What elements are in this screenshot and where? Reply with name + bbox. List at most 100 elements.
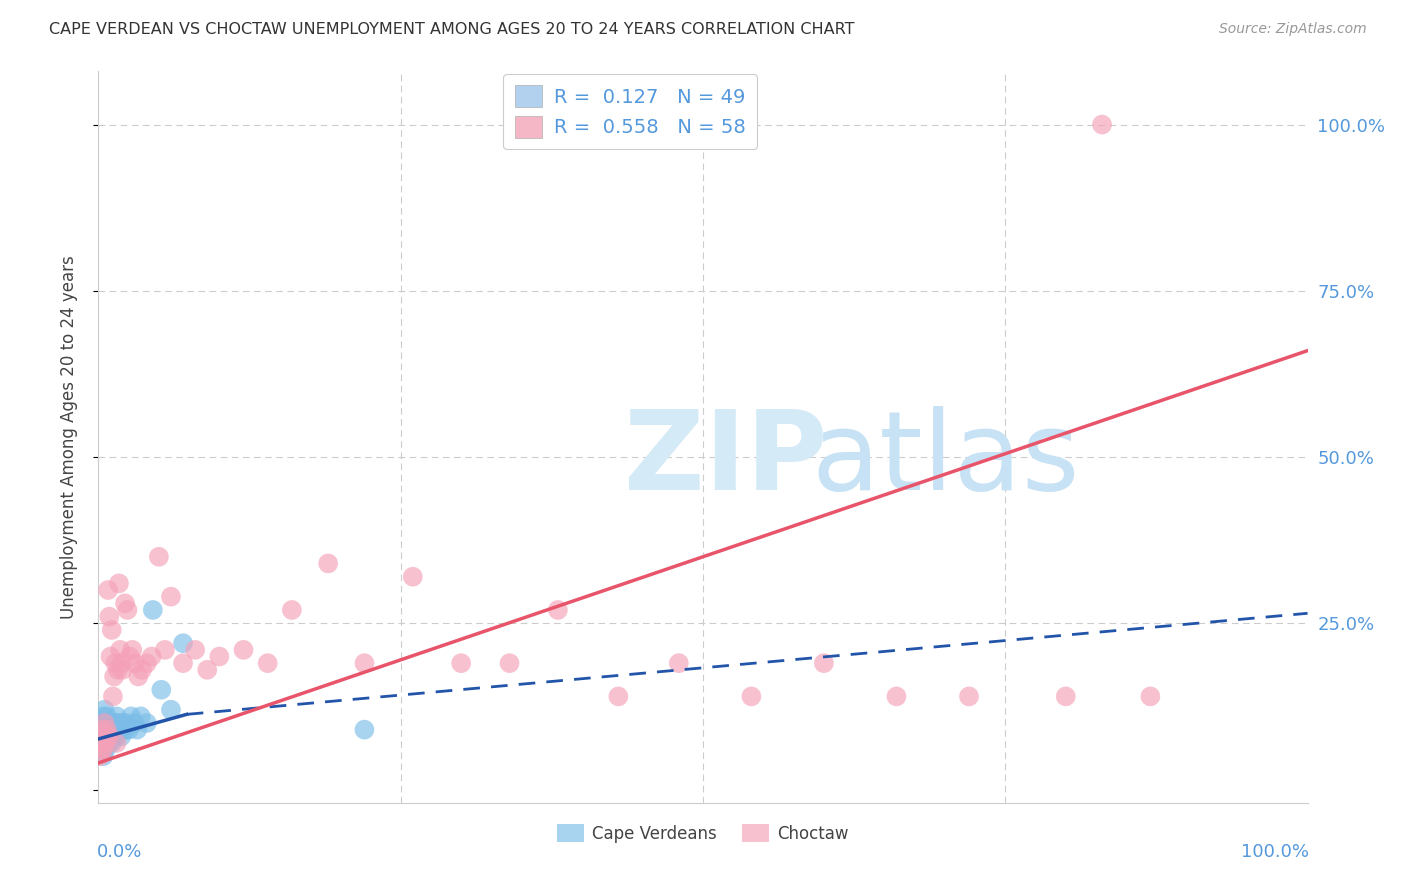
Point (93, 703, 115, 717)
Text: 100.0%: 100.0% (1240, 843, 1309, 861)
Point (153, 643, 176, 657)
Point (607, 690, 630, 704)
Point (91, 709, 114, 723)
Text: Source: ZipAtlas.com: Source: ZipAtlas.com (1219, 22, 1367, 37)
Point (98, 609, 121, 624)
Point (98, 736, 121, 750)
Point (127, 669, 149, 683)
Point (89, 729, 111, 743)
Point (208, 649, 231, 664)
Point (91, 742, 114, 756)
Point (114, 723, 136, 737)
Point (103, 723, 125, 737)
Point (121, 643, 143, 657)
Point (813, 656, 835, 670)
Point (740, 690, 762, 704)
Point (108, 576, 131, 591)
Point (90, 736, 112, 750)
Point (96, 723, 118, 737)
Point (450, 656, 472, 670)
Point (90, 716, 112, 731)
Point (110, 656, 132, 670)
Point (316, 557, 339, 571)
Point (124, 656, 146, 670)
Point (135, 656, 157, 670)
Point (93, 736, 115, 750)
Point (547, 603, 569, 617)
Point (93, 716, 115, 731)
Point (91, 723, 114, 737)
Point (115, 716, 138, 731)
Point (120, 709, 142, 723)
Point (108, 716, 131, 731)
Point (94, 742, 117, 756)
Point (101, 729, 124, 743)
Point (101, 690, 124, 704)
Point (142, 603, 165, 617)
Point (96, 729, 118, 743)
Point (103, 669, 125, 683)
Point (89, 749, 111, 764)
Point (129, 709, 152, 723)
Point (131, 663, 153, 677)
Point (111, 663, 134, 677)
Point (107, 663, 129, 677)
Point (93, 736, 115, 750)
Point (97, 582, 120, 597)
Point (111, 716, 134, 731)
Point (160, 590, 183, 604)
Point (886, 690, 908, 704)
Point (97, 716, 120, 731)
Point (91, 742, 114, 756)
Point (96, 736, 118, 750)
Point (90, 736, 112, 750)
Point (100, 723, 122, 737)
Point (100, 729, 122, 743)
Point (96, 709, 118, 723)
Point (94, 729, 117, 743)
Point (91, 729, 114, 743)
Point (668, 656, 690, 670)
Point (148, 549, 170, 564)
Point (150, 682, 173, 697)
Point (91, 723, 114, 737)
Point (118, 649, 141, 664)
Point (957, 690, 980, 704)
Point (94, 716, 117, 731)
Point (135, 716, 157, 731)
Text: 0.0%: 0.0% (97, 843, 142, 861)
Point (195, 663, 218, 677)
Point (172, 656, 194, 670)
Point (101, 716, 124, 731)
Point (104, 656, 127, 670)
Point (498, 656, 520, 670)
Y-axis label: Unemployment Among Ages 20 to 24 years: Unemployment Among Ages 20 to 24 years (59, 255, 77, 619)
Legend: Cape Verdeans, Choctaw: Cape Verdeans, Choctaw (551, 818, 855, 849)
Point (98, 729, 121, 743)
Point (94, 736, 117, 750)
Point (96, 723, 118, 737)
Point (108, 643, 131, 657)
Point (256, 656, 278, 670)
Point (105, 729, 128, 743)
Point (1139, 690, 1161, 704)
Point (160, 703, 183, 717)
Point (100, 736, 122, 750)
Point (281, 603, 304, 617)
Text: atlas: atlas (811, 406, 1080, 513)
Point (141, 649, 163, 664)
Point (91, 742, 114, 756)
Text: CAPE VERDEAN VS CHOCTAW UNEMPLOYMENT AMONG AGES 20 TO 24 YEARS CORRELATION CHART: CAPE VERDEAN VS CHOCTAW UNEMPLOYMENT AMO… (49, 22, 855, 37)
Point (124, 716, 146, 731)
Point (353, 656, 375, 670)
Point (100, 623, 122, 637)
Point (1091, 118, 1114, 132)
Point (353, 723, 375, 737)
Point (127, 723, 149, 737)
Point (118, 723, 141, 737)
Point (100, 649, 122, 664)
Point (91, 749, 114, 764)
Point (232, 643, 254, 657)
Point (100, 716, 122, 731)
Point (172, 636, 194, 650)
